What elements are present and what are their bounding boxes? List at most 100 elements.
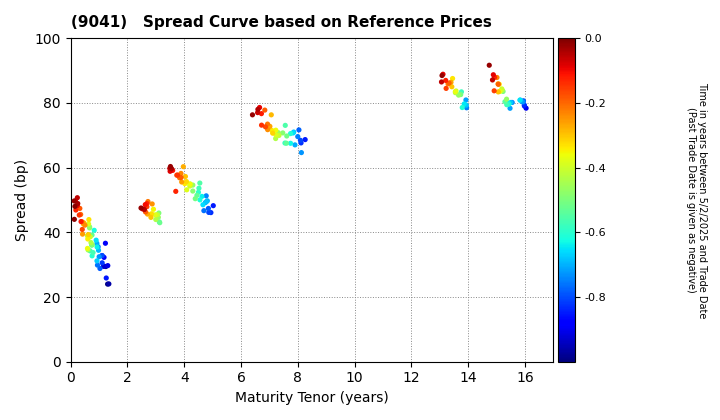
Point [181, 178, 192, 185]
Point [139, 206, 150, 213]
Point [436, 72, 448, 79]
Point [515, 97, 526, 103]
Point [518, 102, 530, 108]
Point [153, 210, 165, 216]
Point [293, 126, 305, 133]
Point [259, 107, 271, 113]
Point [441, 85, 452, 92]
Y-axis label: Spread (bp): Spread (bp) [15, 159, 29, 241]
Point [172, 172, 184, 178]
Point [273, 132, 284, 139]
Point [82, 236, 94, 242]
Point [446, 84, 458, 90]
Point [296, 149, 307, 156]
Point [489, 74, 500, 81]
Point [102, 262, 114, 269]
Point [252, 109, 264, 116]
Point [141, 203, 153, 210]
Point [459, 100, 470, 107]
Point [450, 89, 462, 96]
Point [140, 209, 151, 215]
Point [98, 263, 109, 270]
Point [191, 192, 202, 199]
Point [165, 163, 176, 170]
Point [184, 181, 196, 187]
Point [92, 244, 104, 250]
Point [197, 201, 209, 208]
Point [82, 245, 94, 252]
Point [85, 239, 96, 246]
Point [516, 98, 528, 105]
Point [103, 281, 114, 287]
Point [487, 76, 498, 83]
Point [79, 222, 91, 228]
Point [176, 178, 187, 185]
Point [201, 198, 212, 205]
Point [492, 81, 504, 87]
Point [180, 173, 192, 180]
Point [102, 281, 113, 287]
Point [137, 205, 148, 212]
Point [142, 198, 153, 205]
Point [496, 87, 508, 94]
Point [504, 105, 516, 112]
Point [77, 231, 89, 237]
Point [281, 140, 292, 147]
Point [76, 226, 88, 233]
Point [86, 242, 97, 249]
Point [91, 237, 102, 244]
Point [91, 262, 103, 268]
Point [270, 135, 282, 142]
Point [453, 92, 464, 98]
Point [455, 91, 467, 98]
Point [69, 203, 81, 210]
Point [247, 111, 258, 118]
Point [279, 140, 291, 147]
Point [152, 211, 163, 218]
Point [277, 129, 289, 136]
Point [292, 133, 304, 140]
Point [193, 185, 204, 192]
Text: (9041)   Spread Curve based on Reference Prices: (9041) Spread Curve based on Reference P… [71, 15, 492, 30]
Point [496, 86, 508, 92]
Point [71, 194, 83, 201]
Point [84, 234, 96, 240]
Point [148, 206, 159, 213]
Point [285, 130, 297, 137]
Point [98, 254, 109, 261]
Point [141, 200, 153, 207]
Point [145, 210, 157, 217]
Point [447, 75, 459, 82]
Point [494, 88, 505, 95]
Point [295, 139, 307, 146]
Point [164, 168, 176, 175]
Point [164, 165, 176, 172]
Point [142, 211, 153, 218]
Point [194, 197, 206, 203]
Point [184, 183, 196, 189]
Point [266, 127, 278, 134]
Point [150, 216, 161, 223]
Point [94, 253, 105, 260]
Point [267, 130, 279, 136]
Point [82, 247, 94, 253]
Point [437, 71, 449, 78]
Point [83, 216, 94, 223]
Point [178, 163, 189, 170]
Point [74, 205, 86, 212]
Point [93, 247, 104, 254]
Point [196, 193, 207, 200]
Point [75, 211, 86, 218]
Point [70, 197, 81, 204]
Point [498, 88, 509, 95]
Point [140, 201, 151, 208]
Point [484, 62, 495, 68]
Point [254, 104, 266, 111]
Point [96, 260, 108, 266]
Point [84, 225, 95, 231]
Point [285, 140, 297, 147]
Point [91, 257, 103, 264]
Point [89, 227, 100, 234]
Point [86, 252, 98, 259]
Point [167, 167, 179, 174]
